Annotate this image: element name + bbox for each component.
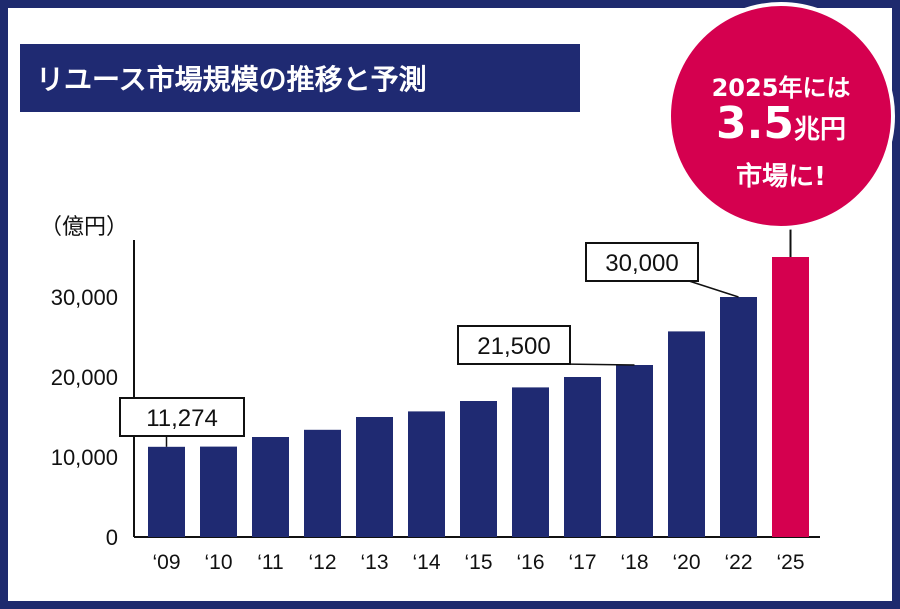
forecast-bar (772, 257, 809, 537)
annotations: 11,274 21,500 30,000 (119, 242, 739, 447)
annotation-label: 11,274 (146, 405, 218, 432)
y-tick-label: 10,000 (51, 445, 118, 470)
x-tick-label: ‘17 (568, 551, 596, 574)
x-tick-label: ‘20 (672, 551, 700, 574)
bar (356, 417, 393, 537)
bar (252, 437, 289, 537)
x-tick-label: ‘10 (204, 551, 232, 574)
x-tick-label: ‘15 (464, 551, 492, 574)
x-tick-label: ‘18 (620, 551, 648, 574)
callout-line2: 3.5兆円 (671, 98, 891, 149)
annotation-label: 21,500 (477, 333, 550, 360)
chart-title: リユース市場規模の推移と予測 (36, 63, 427, 96)
y-unit-label: （億円） (40, 214, 128, 239)
x-tick-labels: ‘09 ‘10 ‘11 ‘12 ‘13 ‘14 ‘15 ‘16 ‘17 ‘18 ‘20 ‘22 ‘25 (152, 551, 804, 574)
bar (408, 411, 445, 537)
bar (148, 446, 185, 537)
annotation-box (457, 325, 571, 365)
bar (460, 401, 497, 537)
x-tick-label: ‘13 (360, 551, 388, 574)
bar (616, 365, 653, 537)
annotation-box (119, 397, 245, 437)
x-tick-label: ‘14 (412, 551, 440, 574)
bar (564, 377, 601, 537)
callout-line3: 市場に! (736, 162, 826, 192)
bars (148, 228, 809, 537)
bar (512, 387, 549, 537)
x-tick-label: ‘25 (776, 551, 804, 574)
annotation-leader (561, 363, 635, 366)
annotation-leader (688, 280, 739, 298)
y-tick-label: 0 (106, 525, 118, 550)
forecast-callout: 2025年には 3.5兆円 市場に! (667, 2, 895, 230)
x-tick-label: ‘12 (308, 551, 336, 574)
callout-line1: 2025年には (711, 74, 851, 102)
x-tick-label: ‘09 (152, 551, 180, 574)
callout-big-unit: 兆円 (793, 115, 846, 145)
annotation-label: 30,000 (605, 250, 678, 277)
annotation-box (585, 242, 699, 282)
y-ticks: 0 10,000 20,000 30,000 (51, 285, 118, 550)
y-tick-label: 30,000 (51, 285, 118, 310)
callout-big-value: 3.5 (716, 98, 794, 149)
bar (304, 429, 341, 537)
bar (720, 297, 757, 537)
x-tick-label: ‘16 (516, 551, 544, 574)
x-tick-label: ‘22 (724, 551, 752, 574)
bar (668, 331, 705, 537)
title-banner: リユース市場規模の推移と予測 (20, 44, 580, 112)
bar (200, 446, 237, 537)
x-tick-label: ‘11 (257, 551, 283, 574)
y-tick-label: 20,000 (51, 365, 118, 390)
